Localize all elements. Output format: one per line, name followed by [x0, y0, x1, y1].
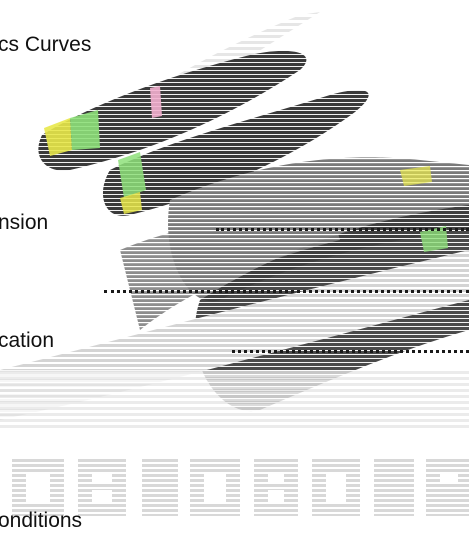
pale-lettering-gaps	[26, 472, 458, 502]
location-label: cation	[0, 329, 55, 352]
dotted-leader-line	[104, 290, 469, 293]
band-left-lower	[120, 205, 340, 330]
accent-yellow-1	[44, 118, 72, 156]
accent-green-3	[420, 226, 448, 252]
curve-middle-dark	[102, 90, 369, 216]
curve-upper-dark	[38, 50, 307, 171]
accent-pink-1	[150, 86, 162, 118]
heading-label: cs Curves	[0, 33, 92, 56]
accent-green-2	[118, 152, 146, 198]
dotted-leader-line	[216, 228, 469, 231]
accent-green-1	[70, 110, 100, 150]
conditions-label: onditions	[0, 509, 83, 532]
accent-yellow-2	[120, 192, 142, 214]
block-lower-pale	[0, 370, 469, 430]
dotted-leader-line	[232, 350, 469, 353]
extension-label: nsion	[0, 211, 49, 234]
accent-yellow-3	[400, 166, 432, 186]
pale-lettering	[12, 458, 469, 516]
